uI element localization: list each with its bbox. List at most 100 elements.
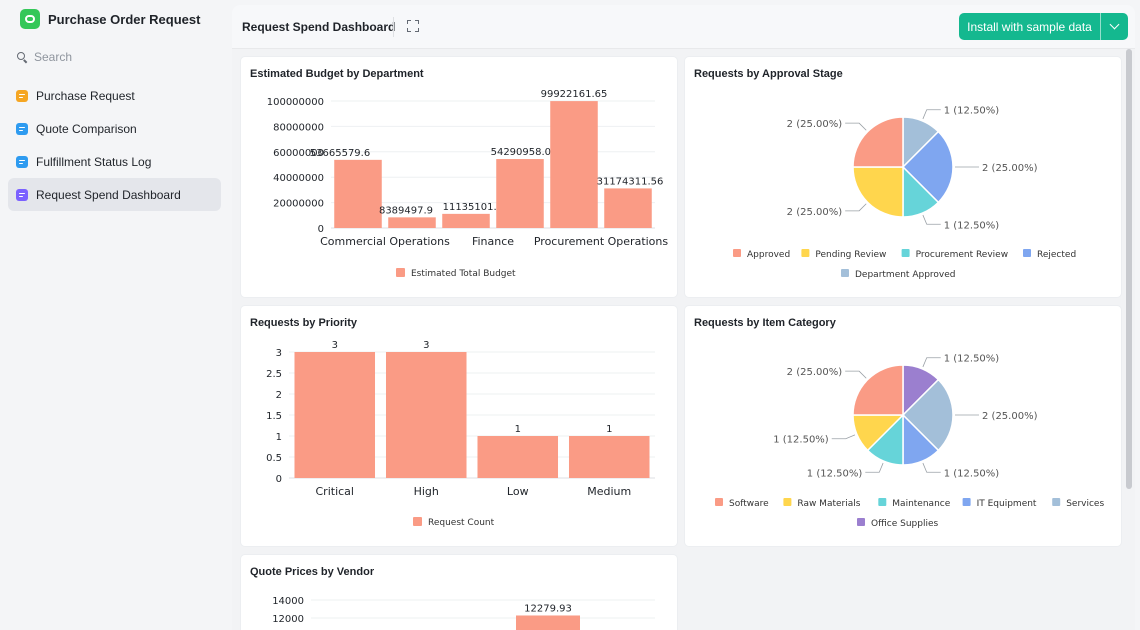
data-label: 3 xyxy=(332,340,338,351)
bar xyxy=(604,188,652,228)
sidebar-item-quote-comparison[interactable]: Quote Comparison xyxy=(8,112,221,145)
y-tick-label: 20000000 xyxy=(273,199,324,210)
y-tick-label: 2 xyxy=(276,390,282,401)
pie-slice xyxy=(852,116,904,168)
y-tick-label: 2.5 xyxy=(266,369,282,380)
dashboard-icon xyxy=(16,188,28,201)
approval-chart-card: Requests by Approval Stage 1 (12.50%) 2 (… xyxy=(685,57,1121,297)
app-title: Purchase Order Request xyxy=(48,11,201,27)
divider xyxy=(393,17,394,37)
data-label: 11135101.59 xyxy=(443,202,510,213)
search-icon xyxy=(17,51,28,63)
approval-pie-chart: 1 (12.50%) 2 (25.00%) 1 (12.50%) 2 (25.00%)… xyxy=(733,106,1076,280)
legend-label: Office Supplies xyxy=(871,519,939,529)
slice-label: 2 (25.00%) xyxy=(982,163,1038,174)
slice-label: 2 (25.00%) xyxy=(982,411,1038,422)
chart-title: Quote Prices by Vendor xyxy=(250,566,375,578)
legend-swatch xyxy=(396,268,405,277)
priority-chart-card: Requests by Priority 0 0.5 1 1.5 2 2.5 3 3 3 1 1 Cr… xyxy=(241,306,677,546)
slice-label: 2 (25.00%) xyxy=(787,367,843,378)
category-chart-card: Requests by Item Category 1 (12.50%) 2 (2… xyxy=(685,306,1121,546)
app-header: Purchase Order Request xyxy=(20,9,200,29)
legend-swatch xyxy=(878,498,887,506)
legend-swatch xyxy=(901,249,910,257)
install-with-sample-data-button[interactable]: Install with sample data xyxy=(959,13,1101,40)
vendor-chart-card: Quote Prices by Vendor 12000 14000 12279.9… xyxy=(241,555,677,630)
search-input[interactable]: Search xyxy=(17,50,72,64)
bar xyxy=(442,213,490,228)
sidebar-item-purchase-request[interactable]: Purchase Request xyxy=(8,79,221,112)
legend-swatch xyxy=(1052,498,1061,506)
sidebar-item-request-spend-dashboard[interactable]: Request Spend Dashboard xyxy=(8,178,221,211)
leader-line xyxy=(922,214,941,225)
data-label: 1 xyxy=(606,424,612,435)
slice-label: 1 (12.50%) xyxy=(944,468,1000,479)
pie-slice xyxy=(852,364,904,416)
slice-label: 1 (12.50%) xyxy=(944,106,1000,117)
budget-chart-card: Estimated Budget by Department 0 20000000… xyxy=(241,57,677,297)
leader-line xyxy=(922,109,941,120)
leader-line xyxy=(922,462,941,473)
y-tick-label: 60000000 xyxy=(273,148,324,159)
search-placeholder: Search xyxy=(34,50,73,64)
chart-title: Estimated Budget by Department xyxy=(250,68,424,80)
bar xyxy=(334,159,382,228)
y-tick-label: 12000 xyxy=(272,614,304,625)
sidebar-nav: Purchase Request Quote Comparison Fulfil… xyxy=(8,79,221,211)
legend-label: Software xyxy=(729,499,769,509)
chevron-down-icon xyxy=(1109,19,1120,30)
legend-label: Raw Materials xyxy=(797,499,860,509)
slice-label: 2 (25.00%) xyxy=(787,119,843,130)
pie-slice xyxy=(901,130,954,204)
bar xyxy=(496,159,544,228)
form-icon xyxy=(16,89,28,102)
sidebar-item-label: Request Spend Dashboard xyxy=(36,187,181,202)
legend-swatch xyxy=(1023,249,1031,257)
bar xyxy=(388,217,436,228)
legend-swatch xyxy=(801,249,810,257)
sidebar-item-fulfillment-status-log[interactable]: Fulfillment Status Log xyxy=(8,145,221,178)
legend-label: Maintenance xyxy=(892,499,950,509)
main-panel: Request Spend Dashboard Install with sam… xyxy=(232,5,1135,630)
y-tick-label: 0 xyxy=(318,224,324,235)
y-tick-label: 1.5 xyxy=(266,411,282,422)
legend-swatch xyxy=(733,249,741,257)
data-label: 12279.93 xyxy=(524,603,572,614)
fullscreen-icon[interactable] xyxy=(407,20,419,32)
legend-swatch xyxy=(841,269,849,277)
slice-label: 2 (25.00%) xyxy=(787,207,843,218)
table-icon xyxy=(16,122,28,135)
y-tick-label: 14000 xyxy=(272,596,304,607)
legend-label: Rejected xyxy=(1037,250,1076,260)
category-pie-chart: 1 (12.50%) 2 (25.00%) 1 (12.50%) 1 (12.50%)… xyxy=(715,354,1104,529)
data-label: 99922161.65 xyxy=(541,89,608,100)
slice-label: 1 (12.50%) xyxy=(944,220,1000,231)
sidebar-item-label: Purchase Request xyxy=(36,88,135,103)
sidebar: Purchase Order Request Search Purchase R… xyxy=(0,0,230,630)
leader-line xyxy=(845,122,867,131)
y-tick-label: 0 xyxy=(276,474,282,485)
x-tick-label: Medium xyxy=(587,485,631,498)
install-options-dropdown[interactable] xyxy=(1101,13,1128,40)
legend-label: Procurement Review xyxy=(916,250,1008,260)
page-title: Request Spend Dashboard xyxy=(242,20,396,34)
legend-label: IT Equipment xyxy=(977,499,1037,509)
scrollbar[interactable] xyxy=(1126,49,1132,489)
data-label: 1 xyxy=(515,424,521,435)
table-icon xyxy=(16,155,28,168)
sidebar-item-label: Quote Comparison xyxy=(36,121,137,136)
data-label: 53665579.6 xyxy=(310,148,370,159)
x-tick-label: Commercial Operations xyxy=(320,235,450,248)
y-tick-label: 1 xyxy=(276,432,282,443)
x-tick-label: Finance xyxy=(472,235,514,248)
chart-title: Requests by Item Category xyxy=(694,317,836,329)
y-tick-label: 3 xyxy=(276,348,282,359)
legend-swatch xyxy=(857,518,865,526)
bar xyxy=(550,101,598,228)
legend-label: Services xyxy=(1066,499,1104,509)
y-tick-label: 40000000 xyxy=(273,173,324,184)
legend-swatch xyxy=(962,498,971,506)
priority-bar-chart: 0 0.5 1 1.5 2 2.5 3 3 3 1 1 Critical High Low Medium Re… xyxy=(266,340,655,528)
dashboard-header: Request Spend Dashboard Install with sam… xyxy=(232,5,1135,49)
bar xyxy=(516,615,580,630)
